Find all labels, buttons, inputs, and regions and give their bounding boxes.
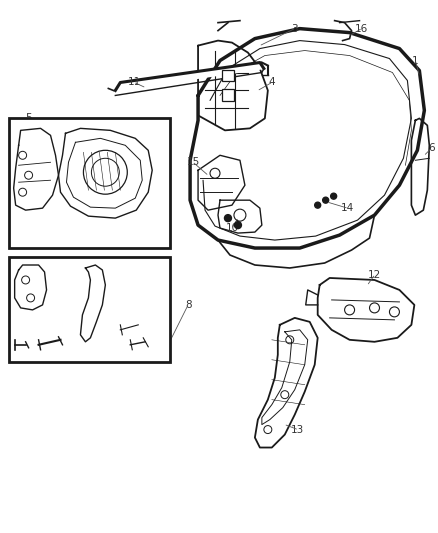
Bar <box>9 257 170 362</box>
Polygon shape <box>115 62 264 91</box>
Text: 5: 5 <box>25 114 32 123</box>
Text: 3: 3 <box>291 23 298 34</box>
Text: 6: 6 <box>428 143 434 154</box>
Bar <box>9 118 170 248</box>
Circle shape <box>314 202 321 208</box>
Circle shape <box>225 215 231 222</box>
Text: 10: 10 <box>226 223 239 233</box>
Text: 16: 16 <box>355 23 368 34</box>
Text: 8: 8 <box>185 300 191 310</box>
Text: 1: 1 <box>412 55 419 66</box>
Text: 13: 13 <box>291 425 304 434</box>
Circle shape <box>234 222 241 229</box>
Text: 15: 15 <box>187 157 200 167</box>
Text: 12: 12 <box>368 270 381 280</box>
Bar <box>222 90 234 101</box>
Bar <box>222 69 234 82</box>
Text: 14: 14 <box>341 203 354 213</box>
Circle shape <box>331 193 337 199</box>
Text: 11: 11 <box>127 77 141 87</box>
Circle shape <box>323 197 328 203</box>
Text: 4: 4 <box>268 77 275 87</box>
